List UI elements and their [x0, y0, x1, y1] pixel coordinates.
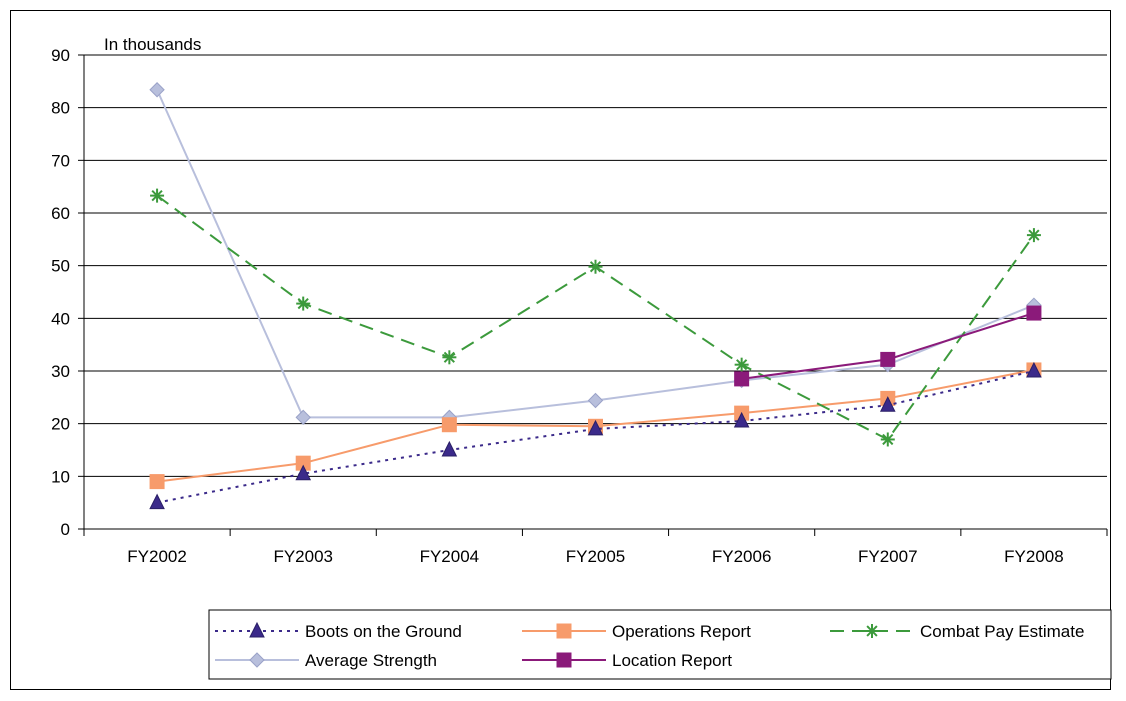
- square-marker: [1026, 305, 1042, 321]
- triangle-marker: [587, 419, 604, 436]
- y-tick-label: 20: [51, 415, 70, 434]
- square-marker: [441, 417, 457, 433]
- diamond-marker: [249, 652, 265, 668]
- legend-item: Operations Report: [522, 622, 751, 641]
- x-tick-label: FY2003: [273, 547, 333, 566]
- series-average-strength: [149, 82, 1042, 426]
- triangle-marker: [249, 621, 265, 638]
- star-marker: [880, 432, 895, 447]
- legend-box: [208, 609, 1112, 680]
- legend-label: Location Report: [612, 651, 732, 670]
- axes: 0 10 20 30 40 50 60 70 80 90 FY2002 FY2003 FY2004 FY2…: [51, 46, 1108, 566]
- star-marker: [588, 259, 603, 274]
- legend-item: Combat Pay Estimate: [830, 622, 1084, 641]
- star-marker: [865, 624, 879, 638]
- triangle-marker: [441, 440, 458, 457]
- legend-label: Average Strength: [305, 651, 437, 670]
- y-tick-label: 50: [51, 257, 70, 276]
- x-tick-label: FY2004: [420, 547, 480, 566]
- y-tick-label: 0: [61, 520, 70, 539]
- series-combat-pay-estimate: [150, 188, 1041, 447]
- chart-frame: [10, 10, 1111, 690]
- gridlines: [84, 54, 1107, 477]
- x-tick-label: FY2005: [566, 547, 626, 566]
- legend-item: Location Report: [522, 651, 732, 670]
- series-line: [156, 89, 1035, 419]
- series-line: [156, 370, 1035, 504]
- star-marker: [150, 188, 165, 203]
- x-tick-label: FY2007: [858, 547, 918, 566]
- legend-label: Operations Report: [612, 622, 751, 641]
- triangle-marker: [1026, 361, 1042, 378]
- y-tick-label: 40: [51, 309, 70, 328]
- y-tick-label: 30: [51, 362, 70, 381]
- diamond-marker: [149, 82, 165, 98]
- series-layer: [149, 82, 1042, 510]
- star-marker: [1026, 228, 1041, 243]
- square-marker: [149, 474, 165, 490]
- x-tick-label: FY2002: [127, 547, 187, 566]
- y-tick-label: 10: [51, 467, 70, 486]
- legend-label: Combat Pay Estimate: [920, 622, 1084, 641]
- y-tick-label: 80: [51, 99, 70, 118]
- star-marker: [734, 357, 749, 372]
- diamond-marker: [587, 392, 604, 409]
- triangle-marker: [149, 493, 165, 510]
- legend-label: Boots on the Ground: [305, 622, 462, 641]
- x-tick-label: FY2006: [712, 547, 772, 566]
- y-tick-label: 90: [51, 46, 70, 65]
- triangle-marker: [295, 464, 312, 481]
- triangle-marker: [879, 396, 896, 412]
- square-marker: [880, 351, 896, 367]
- legend: Boots on the Ground Operations Report Comb…: [208, 609, 1112, 680]
- y-tick-label: 60: [51, 204, 70, 223]
- square-marker: [556, 652, 572, 668]
- star-marker: [296, 296, 311, 311]
- series-location-report: [734, 305, 1042, 387]
- y-tick-label: 70: [51, 151, 70, 170]
- legend-item: Boots on the Ground: [215, 621, 462, 641]
- series-boots-on-the-ground: [149, 361, 1042, 510]
- diamond-marker: [295, 409, 311, 426]
- unit-label: In thousands: [104, 35, 201, 54]
- triangle-marker: [733, 411, 750, 428]
- legend-item: Average Strength: [215, 651, 437, 670]
- x-tick-label: FY2008: [1004, 547, 1064, 566]
- star-marker: [442, 350, 457, 365]
- square-marker: [556, 623, 572, 639]
- square-marker: [734, 371, 750, 387]
